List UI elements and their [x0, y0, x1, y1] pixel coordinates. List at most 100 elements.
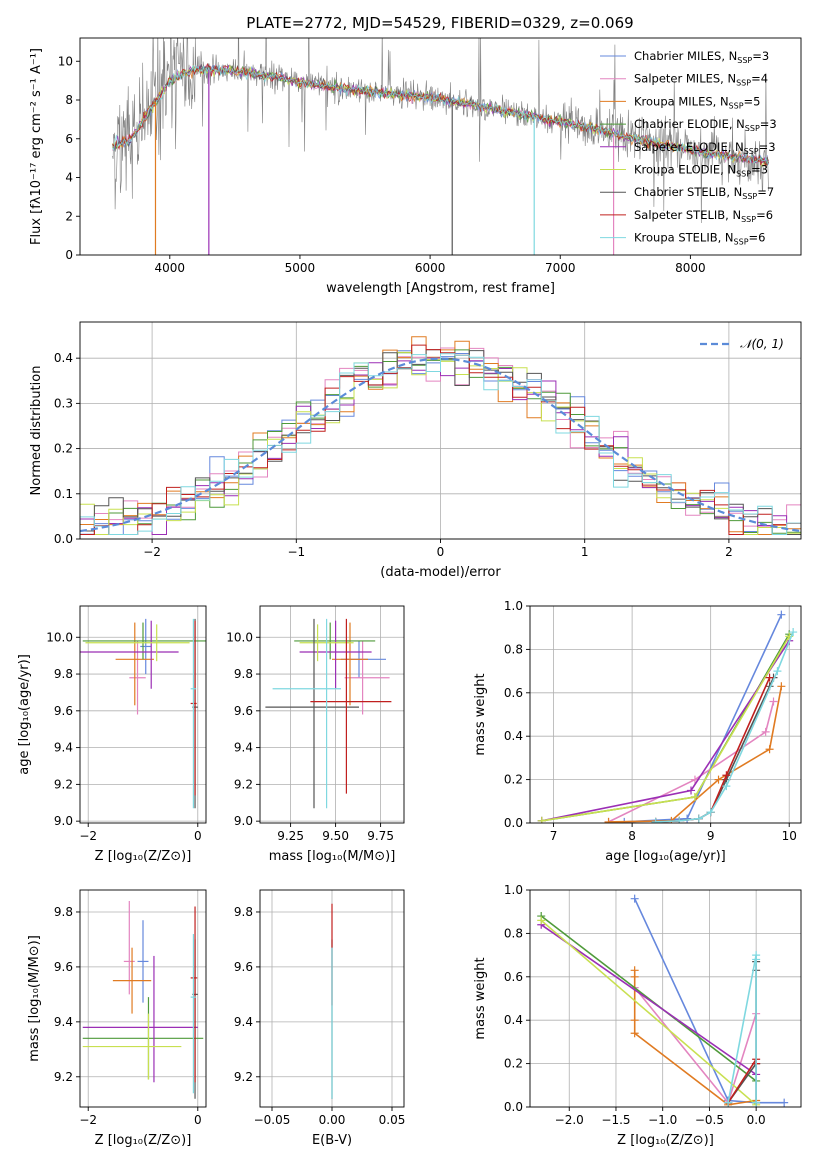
ytick-label: 0.2 [504, 1057, 523, 1071]
errorbar-kroupa_miles [115, 622, 154, 706]
ytick-label: 0.0 [504, 816, 523, 830]
legend-text: Kroupa STELIB, N [634, 231, 734, 245]
axes-frame [529, 605, 802, 824]
figure-title: PLATE=2772, MJD=54529, FIBERID=0329, z=0… [246, 14, 633, 32]
yaxis-label: mass [log₁₀(M/M⊙)] [27, 935, 42, 1062]
weight-marker-kroupa_miles [604, 817, 613, 823]
weight-marker-chabrier_miles [683, 814, 692, 823]
xtick-label: −1.5 [601, 1113, 630, 1127]
xtick-label: −1 [287, 545, 305, 559]
histogram-salpeter_stelib [80, 344, 801, 539]
weight-line-salpeter_miles [634, 987, 757, 1105]
ytick-label: 9.6 [234, 704, 253, 718]
ytick-label: 9.8 [234, 905, 253, 919]
ytick-label: 9.4 [234, 1015, 253, 1029]
errorbar-kroupa_miles [332, 622, 368, 706]
xtick-label: 9.25 [277, 829, 304, 843]
xtick-label: −0.05 [254, 1113, 291, 1127]
legend-value: =3 [759, 140, 776, 154]
weight-marker-kroupa_miles [630, 972, 639, 981]
xtick-label: 8 [628, 829, 636, 843]
ytick-label: 9.6 [54, 960, 73, 974]
errorbar-chabrier_stelib [265, 618, 359, 809]
ytick-label: 0.4 [504, 729, 523, 743]
weight-marker-kroupa_stelib [789, 628, 798, 637]
ytick-label: 9.8 [54, 667, 73, 681]
xtick-label: 7 [550, 829, 558, 843]
xtick-label: 2 [725, 545, 733, 559]
xaxis-label: Z [log₁₀(Z/Z⊙)] [95, 849, 192, 864]
legend-text: Kroupa ELODIE, N [634, 163, 736, 177]
axes-frame [79, 605, 207, 824]
legend-label-chabrier_stelib: Chabrier STELIB, NSSP=7 [634, 185, 774, 201]
xtick-label: 7000 [545, 261, 576, 275]
plot-area-mass_vs_Z [82, 900, 204, 1099]
legend-text: Chabrier ELODIE, N [634, 117, 745, 131]
legend-label-kroupa_elodie: Kroupa ELODIE, NSSP=3 [634, 163, 768, 179]
axes-frame [259, 605, 405, 824]
weight-marker-salpeter_stelib [722, 771, 731, 780]
weight-marker-chabrier_miles [777, 610, 786, 619]
weight-marker-chabrier_miles [630, 894, 639, 903]
xtick-label: 0 [194, 1113, 202, 1127]
histogram-kroupa_stelib [80, 353, 801, 539]
weight-marker-salpeter_elodie [687, 786, 696, 795]
weight-marker-kroupa_stelib [675, 816, 684, 823]
ytick-label: 0.6 [504, 686, 523, 700]
xtick-label: 4000 [155, 261, 186, 275]
legend-subscript: SSP [745, 124, 760, 133]
legend-value: =3 [760, 117, 777, 131]
xaxis-label: mass [log₁₀(M/M⊙)] [269, 849, 396, 864]
legend-label-kroupa_stelib: Kroupa STELIB, NSSP=6 [634, 231, 765, 247]
legend-label-salpeter_elodie: Salpeter ELODIE, NSSP=3 [634, 140, 776, 156]
ytick-label: 0.6 [504, 970, 523, 984]
weight-marker-salpeter_miles [761, 727, 770, 736]
ytick-label: 9.2 [234, 1070, 253, 1084]
xtick-label: 0 [194, 829, 202, 843]
xtick-label: −1.0 [648, 1113, 677, 1127]
legend-value: =4 [751, 72, 768, 86]
legend-text: Salpeter MILES, N [634, 72, 736, 86]
ytick-label: 8 [65, 93, 73, 107]
legend-label-chabrier_elodie: Chabrier ELODIE, NSSP=3 [634, 117, 777, 133]
axes-residuals: −2 −1 0 1 2 0.0 0.1 0.2 0.3 0.4 (data-model)/error… [29, 321, 802, 580]
ytick-label: 0.4 [504, 1013, 523, 1027]
weight-marker-kroupa_elodie [537, 816, 546, 823]
xtick-label: 8000 [675, 261, 706, 275]
weight-marker-kroupa_miles [630, 1029, 639, 1038]
yaxis-label: Normed distribution [29, 366, 44, 496]
ytick-label: 0.0 [54, 532, 73, 546]
weight-line-salpeter_miles [608, 701, 775, 823]
xtick-label: 9.50 [322, 829, 349, 843]
ytick-label: 6 [65, 132, 73, 146]
ytick-label: 10.0 [46, 630, 73, 644]
xtick-label: −0.5 [695, 1113, 724, 1127]
ytick-label: 1.0 [504, 599, 523, 613]
ytick-label: 0 [65, 248, 73, 262]
weight-marker-kroupa_elodie [537, 916, 546, 925]
axes-frame [529, 889, 802, 1108]
xaxis-label: (data-model)/error [380, 565, 501, 580]
xtick-label: 5000 [285, 261, 316, 275]
legend-subscript: SSP [744, 147, 759, 156]
legend-subscript: SSP [741, 215, 756, 224]
model-spectrum-salpeter_stelib [112, 63, 769, 166]
weight-marker-salpeter_stelib [765, 673, 774, 682]
legend-text: Chabrier STELIB, N [634, 185, 742, 199]
weight-marker-kroupa_stelib [773, 667, 782, 676]
xtick-label: −2.0 [555, 1113, 584, 1127]
xtick-label: 1 [581, 545, 589, 559]
xtick-label: 0 [437, 545, 445, 559]
yaxis-label: mass weight [473, 957, 488, 1039]
axes-frame [79, 37, 802, 256]
legend-label-chabrier_miles: Chabrier MILES, NSSP=3 [634, 49, 769, 65]
ytick-label: 2 [65, 209, 73, 223]
errorbar-kroupa_stelib [190, 933, 197, 1094]
weight-marker-kroupa_miles [714, 775, 723, 784]
ytick-label: 0.1 [54, 487, 73, 501]
legend-subscript: SSP [729, 101, 744, 110]
ytick-label: 1.0 [504, 883, 523, 897]
weight-line-salpeter_elodie [540, 924, 757, 1076]
xaxis-label: Z [log₁₀(Z/Z⊙)] [617, 1133, 714, 1148]
plot-area-weight_vs_Z [537, 894, 789, 1107]
